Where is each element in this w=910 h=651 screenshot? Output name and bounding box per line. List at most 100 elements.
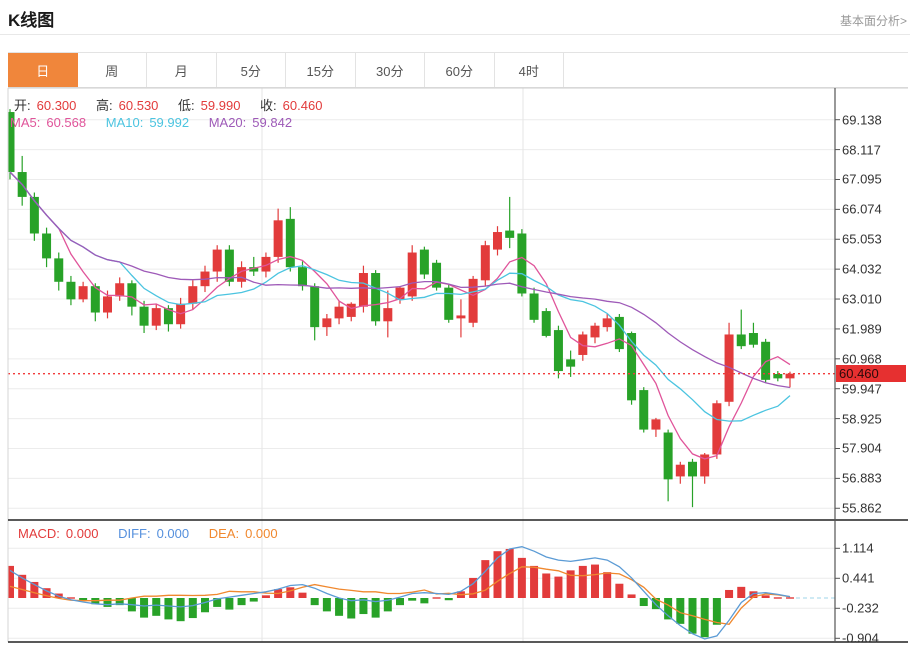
candle-body — [590, 325, 600, 338]
macd-bar — [773, 597, 782, 599]
candle-body — [54, 258, 64, 282]
price-tick-label: 68.117 — [842, 142, 881, 158]
tab-period-7[interactable]: 4时 — [494, 53, 564, 87]
candle — [468, 275, 478, 328]
candle — [358, 265, 368, 313]
candle-body — [90, 286, 100, 313]
candle-body — [395, 287, 405, 300]
candle-body — [724, 334, 734, 402]
macd-bar — [432, 597, 441, 599]
candle-body — [578, 334, 588, 355]
candle-body — [249, 267, 259, 272]
candle-body — [517, 233, 527, 294]
macd-bar — [310, 598, 319, 606]
price-tick-label: 59.947 — [842, 381, 882, 397]
macd-bar — [237, 598, 246, 606]
ma10-value: 59.992 — [149, 115, 190, 130]
macd-bar — [603, 572, 612, 598]
macd-bar — [66, 597, 75, 599]
diff-line — [9, 546, 791, 640]
candle — [383, 290, 393, 338]
tab-period-3[interactable]: 5分 — [216, 53, 286, 87]
macd-bar — [542, 573, 551, 598]
price-tick-label: 66.074 — [842, 201, 882, 217]
candle-body — [273, 220, 283, 257]
close-value: 60.460 — [282, 98, 323, 113]
tab-period-5[interactable]: 30分 — [355, 53, 425, 87]
candle — [590, 322, 600, 344]
macd-value: 0.000 — [65, 526, 99, 541]
macd-legend: MACD: 0.000 DIFF: 0.000 DEA: 0.000 — [18, 526, 284, 541]
price-tick-label: 67.095 — [842, 171, 882, 187]
macd-bar — [335, 598, 344, 616]
macd-histogram[interactable] — [6, 548, 794, 638]
candle — [127, 280, 137, 316]
candle-body — [456, 315, 466, 319]
macd-tick-label: 1.114 — [842, 540, 874, 556]
open-value: 60.300 — [36, 98, 77, 113]
macd-bar — [298, 592, 307, 598]
macd-tick-label: 0.441 — [842, 570, 875, 586]
candle — [139, 300, 149, 334]
candle-body — [541, 311, 551, 336]
candle — [54, 252, 64, 291]
macd-label: MACD: — [18, 526, 60, 541]
tab-period-1[interactable]: 周 — [77, 53, 147, 87]
candle-body — [358, 273, 368, 307]
macd-bar — [493, 551, 502, 598]
candle — [346, 302, 356, 322]
candle-body — [151, 308, 161, 326]
low-label: 低: — [178, 98, 195, 113]
candle — [627, 331, 637, 405]
macd-bar — [371, 598, 380, 618]
price-tick-label: 64.032 — [842, 261, 882, 277]
macd-bar — [408, 598, 417, 601]
candle — [736, 309, 746, 350]
candle — [700, 453, 710, 484]
candle-body — [188, 286, 198, 304]
fundamental-analysis-link[interactable]: 基本面分析> — [839, 14, 907, 28]
page-title: K线图 — [8, 11, 55, 30]
ohlc-legend: 开: 60.300 高: 60.530 低: 59.990 收: 60.460 — [14, 95, 328, 114]
candle-body — [127, 283, 137, 307]
macd-bar — [786, 597, 794, 599]
candle-body — [237, 267, 247, 282]
current-price-tag: 60.460 — [836, 365, 906, 383]
candle-body — [322, 318, 332, 328]
candle — [541, 308, 551, 338]
price-tick-label: 65.053 — [842, 231, 882, 247]
candle-body — [115, 283, 125, 297]
macd-bar — [396, 598, 404, 606]
candle — [407, 245, 417, 301]
price-tick-label: 63.010 — [842, 291, 882, 307]
high-value: 60.530 — [118, 98, 159, 113]
candle-body — [675, 464, 685, 477]
candle — [529, 287, 539, 323]
close-label: 收: — [260, 98, 277, 113]
title-divider — [0, 34, 910, 35]
candle — [249, 256, 259, 276]
dea-label: DEA: — [208, 526, 240, 541]
macd-bar — [761, 595, 770, 598]
candle-body — [736, 334, 746, 347]
tab-period-2[interactable]: 月 — [147, 53, 217, 87]
candle — [456, 299, 466, 338]
ma5-line — [9, 171, 791, 460]
tab-period-0[interactable]: 日 — [8, 53, 78, 87]
tab-period-6[interactable]: 60分 — [425, 53, 495, 87]
candle — [432, 259, 442, 291]
macd-bar — [566, 570, 575, 598]
macd-bar — [712, 598, 721, 625]
dea-line — [9, 566, 791, 625]
candlestick-series[interactable] — [6, 109, 795, 508]
candle — [322, 313, 332, 336]
candle — [66, 275, 76, 306]
candle-body — [103, 296, 112, 313]
tab-period-4[interactable]: 15分 — [286, 53, 356, 87]
ma20-value: 59.842 — [252, 115, 293, 130]
macd-bar — [725, 589, 734, 598]
macd-bar — [213, 598, 222, 607]
candle-body — [310, 286, 320, 328]
candle-body — [748, 333, 758, 345]
